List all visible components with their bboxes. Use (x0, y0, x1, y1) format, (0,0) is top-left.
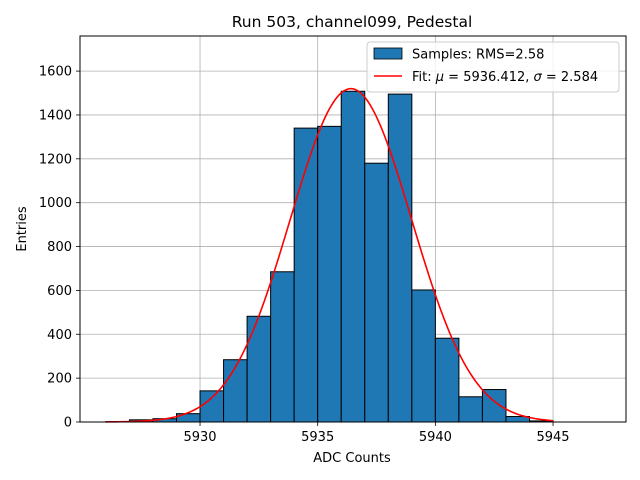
legend-histogram-label: Samples: RMS=2.58 (412, 48, 544, 63)
x-tick-label: 5945 (536, 430, 569, 445)
histogram-bar (246, 315, 272, 423)
x-tick-label: 5935 (301, 430, 334, 445)
histogram-bar (434, 337, 460, 423)
y-tick-label: 1400 (39, 108, 72, 123)
y-tick-label: 0 (64, 416, 72, 431)
histogram-bar (340, 90, 366, 423)
y-tick-label: 800 (47, 240, 72, 255)
y-tick-label: 200 (47, 372, 72, 387)
y-tick-label: 1200 (39, 152, 72, 167)
plot-frame (79, 35, 627, 423)
histogram-bar (458, 396, 483, 423)
legend-histogram-swatch (373, 47, 403, 60)
legend-fit-label: Fit: μ = 5936.412, σ = 2.584 (412, 70, 598, 85)
y-axis-ticks: 0 200 400 600 800 1000 1200 1400 1600 (39, 65, 80, 431)
x-axis-label: ADC Counts (313, 451, 391, 466)
x-tick-label: 5940 (419, 430, 452, 445)
histogram-bar (317, 125, 342, 423)
y-tick-label: 600 (47, 284, 72, 299)
y-tick-label: 1000 (39, 196, 72, 211)
x-tick-label: 5930 (183, 430, 216, 445)
legend-box (366, 41, 620, 93)
histogram-bar (223, 359, 248, 423)
histogram-bars (105, 90, 554, 423)
histogram-bar (387, 93, 413, 423)
histogram-bar (364, 162, 389, 423)
y-tick-label: 1600 (39, 65, 72, 80)
chart-title: Run 503, channel099, Pedestal (232, 13, 473, 31)
histogram-bar (293, 127, 319, 423)
legend: Samples: RMS=2.58 Fit: μ = 5936.412, σ =… (366, 41, 620, 93)
x-axis-ticks: 5930 5935 5940 5945 (183, 422, 570, 445)
histogram-bar (411, 289, 436, 423)
y-axis-label: Entries (15, 206, 30, 252)
fit-curve (105, 87, 554, 423)
histogram-bar (199, 390, 225, 423)
y-tick-label: 400 (47, 328, 72, 343)
histogram-bar (270, 271, 295, 423)
